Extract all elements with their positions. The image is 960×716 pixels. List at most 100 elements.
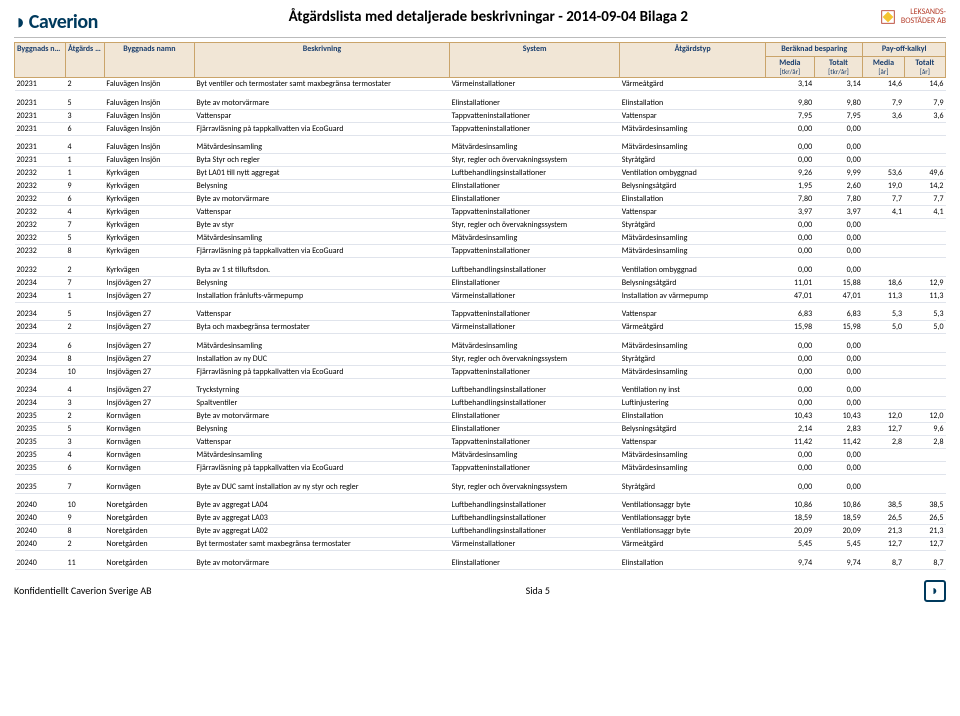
cell-bn: 20234 [15,384,66,397]
cell-m1: 0,00 [766,384,815,397]
cell-t1: 0,00 [814,340,863,353]
cell-bn: 20240 [15,512,66,525]
cell-besk: Fjärravläsning på tappkallvatten via Eco… [194,462,449,475]
cell-sys: Värmeinstallationer [450,538,620,551]
cell-typ: Vattenspar [620,308,766,321]
cell-typ: Värmeåtgärd [620,321,766,334]
cell-besk: Byte av aggregat LA02 [194,525,449,538]
cell-typ: Elinstallation [620,557,766,570]
cell-m2 [863,462,904,475]
cell-t2: 12,0 [904,410,945,423]
cell-t2: 7,9 [904,97,945,110]
cell-an: 2 [66,321,105,334]
cell-an: 7 [66,276,105,289]
cell-typ: Belysningsåtgärd [620,276,766,289]
cell-an: 6 [66,340,105,353]
cell-besk: Belysning [194,423,449,436]
cell-m1: 20,09 [766,525,815,538]
table-row: 202321KyrkvägenByt LA01 till nytt aggreg… [15,167,946,180]
cell-typ: Styråtgärd [620,352,766,365]
cell-t2: 8,7 [904,557,945,570]
col-totalt-tkr: Totalt[tkr/år] [814,56,863,77]
cell-m2: 18,6 [863,276,904,289]
cell-typ: Luftinjustering [620,397,766,410]
cell-m2: 21,3 [863,525,904,538]
table-row: 202341Insjövägen 27Installation frånluft… [15,289,946,302]
cell-m2 [863,481,904,494]
cell-sys: Mätvärdesinsamling [450,232,620,245]
cell-t1: 0,00 [814,232,863,245]
cell-m1: 1,95 [766,180,815,193]
cell-typ: Belysningsåtgärd [620,180,766,193]
cell-an: 3 [66,109,105,122]
table-row: 202357KornvägenByte av DUC samt installa… [15,481,946,494]
col-totalt-ar: Totalt[år] [904,56,945,77]
cell-m2: 5,0 [863,321,904,334]
cell-bn: 20240 [15,538,66,551]
cell-t1: 9,80 [814,97,863,110]
cell-an: 5 [66,308,105,321]
action-table: Byggnads nummer Åtgärds numme r Byggnads… [14,42,946,570]
col-atgardstyp: Åtgärdstyp [620,43,766,78]
cell-an: 9 [66,180,105,193]
cell-typ: Belysningsåtgärd [620,423,766,436]
cell-bn: 20240 [15,499,66,512]
cell-sys: Mätvärdesinsamling [450,141,620,154]
cell-namn: Insjövägen 27 [104,365,194,378]
cell-t1: 0,00 [814,449,863,462]
col-atgards-nummer: Åtgärds numme r [66,43,105,78]
cell-m1: 3,97 [766,206,815,219]
cell-m1: 0,00 [766,481,815,494]
cell-an: 2 [66,410,105,423]
cell-bn: 20232 [15,206,66,219]
cell-m2: 7,9 [863,97,904,110]
header: ◗ Caverion Åtgärdslista med detaljerade … [14,8,946,38]
cell-bn: 20232 [15,245,66,258]
cell-t2 [904,264,945,277]
cell-m2 [863,232,904,245]
cell-t1: 5,45 [814,538,863,551]
cell-t1: 2,60 [814,180,863,193]
cell-namn: Kyrkvägen [104,264,194,277]
cell-namn: Kornvägen [104,449,194,462]
cell-sys: Luftbehandlingsinstallationer [450,499,620,512]
cell-t1: 0,00 [814,245,863,258]
cell-sys: Tappvatteninstallationer [450,462,620,475]
logo-left-text: Caverion [29,10,98,34]
table-row: 202313Faluvägen InsjönVattensparTappvatt… [15,109,946,122]
cell-typ: Styråtgärd [620,481,766,494]
cell-t1: 6,83 [814,308,863,321]
cell-typ: Elinstallation [620,193,766,206]
cell-an: 7 [66,219,105,232]
logo-left: ◗ Caverion [14,8,98,35]
cell-besk: Vattenspar [194,308,449,321]
cell-typ: Mätvärdesinsamling [620,462,766,475]
cell-m1: 0,00 [766,449,815,462]
cell-namn: Faluvägen Insjön [104,122,194,135]
cell-namn: Insjövägen 27 [104,352,194,365]
cell-t2: 12,7 [904,538,945,551]
cell-an: 4 [66,141,105,154]
cell-m2: 12,7 [863,423,904,436]
table-row: 202311Faluvägen InsjönByta Styr och regl… [15,154,946,167]
cell-besk: Byte av motorvärmare [194,410,449,423]
cell-t2: 2,8 [904,436,945,449]
cell-m2: 2,8 [863,436,904,449]
cell-t2: 14,6 [904,78,945,91]
cell-typ: Ventilation ombyggnad [620,264,766,277]
cell-sys: Luftbehandlingsinstallationer [450,384,620,397]
cell-an: 1 [66,167,105,180]
cell-besk: Byt termostater samt maxbegränsa termost… [194,538,449,551]
cell-namn: Noretgården [104,557,194,570]
cell-m2 [863,219,904,232]
cell-an: 3 [66,436,105,449]
cell-namn: Kornvägen [104,462,194,475]
cell-m2: 53,6 [863,167,904,180]
cell-besk: Byt LA01 till nytt aggregat [194,167,449,180]
table-row: 202355KornvägenBelysningElinstallationer… [15,423,946,436]
cell-m2: 4,1 [863,206,904,219]
table-row: 202326KyrkvägenByte av motorvärmareElins… [15,193,946,206]
cell-t1: 0,00 [814,481,863,494]
cell-besk: Byte av styr [194,219,449,232]
cell-an: 7 [66,481,105,494]
